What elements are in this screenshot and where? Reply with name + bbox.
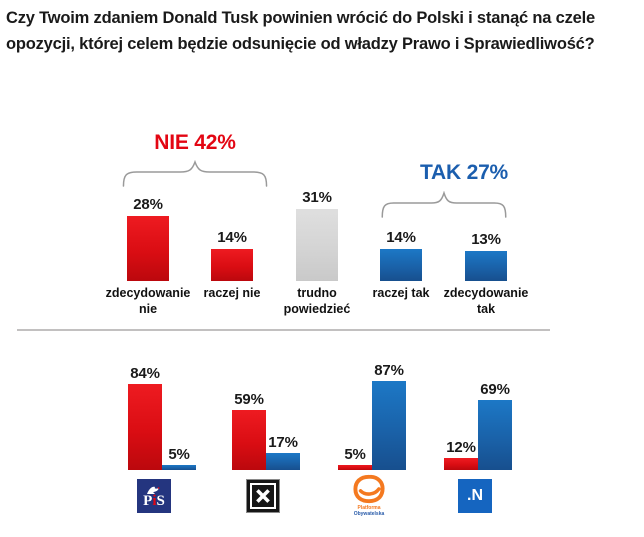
party-group-platforma: 5% 87%: [338, 362, 406, 470]
nie-brace-icon: [122, 160, 268, 187]
bar-kukiz-tak: [266, 453, 300, 470]
tak-bar-unit: 17%: [266, 434, 300, 470]
category-label: raczej nie: [203, 286, 261, 300]
value-label: 5%: [344, 446, 366, 463]
tak-bar-unit: 69%: [478, 381, 512, 470]
bar-n-tak: [478, 400, 512, 470]
value-label: 59%: [234, 391, 264, 408]
value-label: 14%: [217, 229, 247, 246]
bar-trudno-powiedziec: [296, 209, 338, 281]
value-label: 14%: [386, 229, 416, 246]
value-label: 28%: [133, 196, 163, 213]
po-circle-icon: [353, 474, 385, 504]
nie-total-label: NIE 42%: [154, 131, 236, 154]
tak-total-label: TAK 27%: [419, 161, 509, 184]
nie-bar-unit: 12%: [444, 439, 478, 470]
category-label: raczej tak: [372, 286, 430, 300]
value-label: 17%: [268, 434, 298, 451]
kukiz15-logo: [246, 479, 280, 513]
party-group-nowoczesna: 12% 69%: [444, 381, 512, 470]
bar-pis-tak: [162, 465, 196, 470]
pis-logo-text: PiS: [143, 492, 165, 509]
eagle-icon: [147, 486, 160, 494]
bar-column-raczej-nie: 14%: [211, 229, 253, 281]
nie-bar-unit: 5%: [338, 446, 372, 470]
nowoczesna-logo: .N: [458, 479, 492, 513]
bar-pis-nie: [128, 384, 162, 470]
bar-column-raczej-tak: 14%: [380, 229, 422, 281]
party-group-kukiz15: 59% 17%: [232, 391, 300, 470]
tak-bar-unit: 5%: [162, 446, 196, 470]
value-label: 5%: [168, 446, 190, 463]
value-label: 69%: [480, 381, 510, 398]
poll-question: Czy Twoim zdaniem Donald Tusk powinien w…: [6, 5, 644, 57]
bar-po-tak: [372, 381, 406, 470]
poll-question-line1: Czy Twoim zdaniem Donald Tusk powinien w…: [6, 9, 596, 27]
bar-kukiz-nie: [232, 410, 266, 470]
value-label: 13%: [471, 231, 501, 248]
value-label: 84%: [130, 365, 160, 382]
bar-po-nie: [338, 465, 372, 470]
bar-zdecydowanie-tak: [465, 251, 507, 281]
category-label: zdecydowanie nie: [105, 286, 191, 316]
nie-bar-unit: 59%: [232, 391, 266, 470]
bar-n-nie: [444, 458, 478, 470]
n-logo-text: .N: [467, 487, 483, 504]
po-logo-text-line1: Platforma: [357, 505, 381, 511]
bar-column-zdecydowanie-nie: 28%: [127, 196, 169, 281]
value-label: 87%: [374, 362, 404, 379]
section-divider: [17, 329, 550, 331]
po-logo-text-line2: Obywatelska: [353, 511, 385, 517]
ballot-x-icon: [256, 489, 270, 503]
pis-logo: PiS: [137, 479, 171, 513]
category-label: zdecydowanie tak: [443, 286, 529, 316]
value-label: 31%: [302, 189, 332, 206]
bar-zdecydowanie-nie: [127, 216, 169, 281]
tak-bar-unit: 87%: [372, 362, 406, 470]
tak-brace-icon: [381, 191, 507, 218]
party-group-pis: 84% 5%: [128, 365, 196, 470]
bar-raczej-nie: [211, 249, 253, 281]
category-label: trudno powiedzieć: [283, 286, 351, 316]
value-label: 12%: [446, 439, 476, 456]
bar-raczej-tak: [380, 249, 422, 281]
poll-question-line2: opozycji, której celem będzie odsunięcie…: [6, 35, 595, 53]
nie-bar-unit: 84%: [128, 365, 162, 470]
bar-column-trudno-powiedziec: 31%: [296, 189, 338, 281]
bar-column-zdecydowanie-tak: 13%: [465, 231, 507, 281]
platforma-obywatelska-logo: Platforma Obywatelska: [347, 474, 391, 522]
